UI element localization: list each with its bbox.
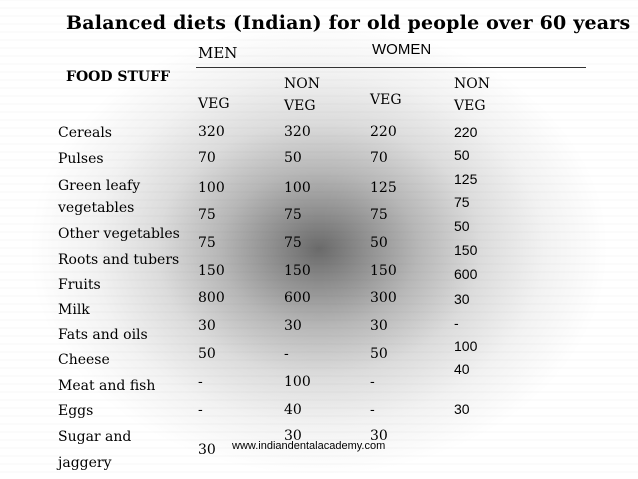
men-nonveg-value: 150 [284, 263, 311, 279]
men-nonveg-value: - [284, 346, 289, 362]
women-nonveg-value: 100 [454, 338, 478, 354]
food-item: Milk [58, 302, 90, 318]
food-item: Sugar and [58, 429, 132, 445]
women-nonveg-value: 40 [454, 361, 470, 377]
men-veg-value: 30 [198, 318, 216, 334]
food-stuff-header: FOOD STUFF [66, 69, 170, 85]
men-nonveg-value: 30 [284, 428, 302, 444]
food-item: Cereals [58, 125, 112, 141]
women-veg-value: 220 [370, 124, 397, 140]
men-nonveg-value: 40 [284, 402, 302, 418]
women-nonveg-value: 220 [454, 124, 478, 140]
women-header: WOMEN [372, 41, 432, 58]
men-veg-value: 50 [198, 346, 216, 362]
men-nonveg-header-line1: NON [284, 76, 320, 92]
slide-title: Balanced diets (Indian) for old people o… [66, 12, 631, 34]
women-nonveg-header-line2: VEG [454, 98, 486, 114]
women-veg-value: 30 [370, 318, 388, 334]
men-nonveg-value: 75 [284, 235, 302, 251]
men-veg-value: 150 [198, 263, 225, 279]
women-nonveg-header-line1: NON [454, 76, 490, 92]
women-nonveg-value: 150 [454, 242, 478, 258]
women-veg-value: - [370, 402, 375, 418]
men-veg-value: 800 [198, 290, 225, 306]
women-nonveg-value: 50 [454, 218, 470, 234]
men-nonveg-header-line2: VEG [284, 98, 316, 114]
men-nonveg-value: 50 [284, 150, 302, 166]
women-veg-value: 75 [370, 207, 388, 223]
food-item: Pulses [58, 151, 104, 167]
men-veg-value: - [198, 402, 203, 418]
women-veg-value: 30 [370, 428, 388, 444]
men-veg-value: 320 [198, 124, 225, 140]
food-item: Meat and fish [58, 378, 156, 394]
women-veg-value: 125 [370, 180, 397, 196]
food-item: Roots and tubers [58, 252, 180, 268]
women-veg-header: VEG [370, 92, 402, 108]
men-veg-value: 75 [198, 207, 216, 223]
food-item: Green leafy [58, 178, 141, 194]
women-nonveg-value: 30 [454, 291, 470, 307]
women-nonveg-value: 75 [454, 194, 470, 210]
food-item: Other vegetables [58, 226, 180, 242]
men-nonveg-value: 100 [284, 180, 311, 196]
men-veg-value: 100 [198, 180, 225, 196]
food-item: Cheese [58, 352, 110, 368]
food-item: Fats and oils [58, 327, 148, 343]
header-divider [196, 67, 586, 68]
men-nonveg-value: 100 [284, 374, 311, 390]
women-nonveg-value: 50 [454, 147, 470, 163]
men-nonveg-value: 600 [284, 290, 311, 306]
men-nonveg-value: 320 [284, 124, 311, 140]
women-veg-value: 70 [370, 150, 388, 166]
women-nonveg-value: 600 [454, 266, 478, 282]
men-nonveg-value: 75 [284, 207, 302, 223]
men-veg-value: 75 [198, 235, 216, 251]
men-nonveg-value: 30 [284, 318, 302, 334]
women-nonveg-value: 125 [454, 171, 478, 187]
food-item: jaggery [58, 455, 112, 471]
women-veg-value: 150 [370, 263, 397, 279]
women-nonveg-value: - [454, 315, 459, 331]
food-item: vegetables [58, 200, 135, 216]
women-veg-value: 50 [370, 235, 388, 251]
women-veg-value: - [370, 374, 375, 390]
food-item: Eggs [58, 403, 94, 419]
men-veg-header: VEG [198, 96, 230, 112]
men-header: MEN [198, 44, 238, 62]
food-item: Fruits [58, 277, 101, 293]
men-veg-value: - [198, 374, 203, 390]
women-nonveg-value: 30 [454, 401, 470, 417]
women-veg-value: 50 [370, 346, 388, 362]
men-veg-value: 70 [198, 150, 216, 166]
men-veg-value: 30 [198, 442, 216, 458]
women-veg-value: 300 [370, 290, 397, 306]
footer-url: www.indiandentalacademy.com [232, 440, 386, 452]
